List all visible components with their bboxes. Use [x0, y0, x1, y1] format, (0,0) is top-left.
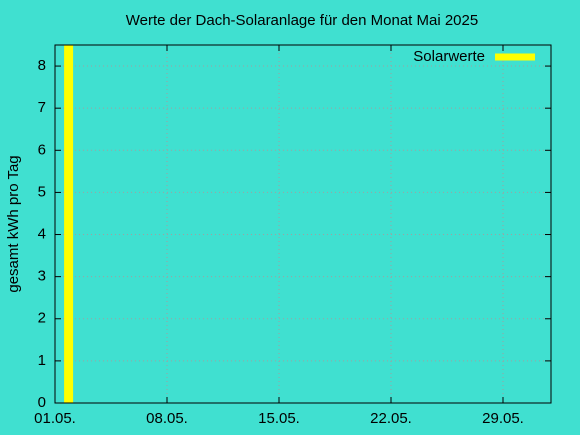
y-tick-label: 2	[38, 310, 46, 327]
y-tick-label: 1	[38, 352, 46, 369]
legend-label: Solarwerte	[413, 48, 485, 65]
x-tick-label: 08.05.	[146, 410, 188, 427]
y-tick-label: 5	[38, 183, 46, 200]
x-tick-label: 22.05.	[370, 410, 412, 427]
y-axis-label: gesamt kWh pro Tag	[5, 155, 22, 292]
x-tick-label: 29.05.	[482, 410, 524, 427]
bar	[64, 45, 74, 403]
x-tick-label: 01.05.	[34, 410, 76, 427]
y-tick-label: 4	[38, 225, 46, 242]
plot-border	[54, 44, 552, 404]
y-tick-label: 6	[38, 141, 46, 158]
x-tick-label: 15.05.	[258, 410, 300, 427]
chart-title: Werte der Dach-Solaranlage für den Monat…	[126, 12, 478, 29]
y-tick-label: 8	[38, 57, 46, 74]
y-tick-label: 7	[38, 99, 46, 116]
y-tick-label: 0	[38, 394, 46, 411]
plot-area	[64, 45, 74, 403]
y-tick-label: 3	[38, 268, 46, 285]
